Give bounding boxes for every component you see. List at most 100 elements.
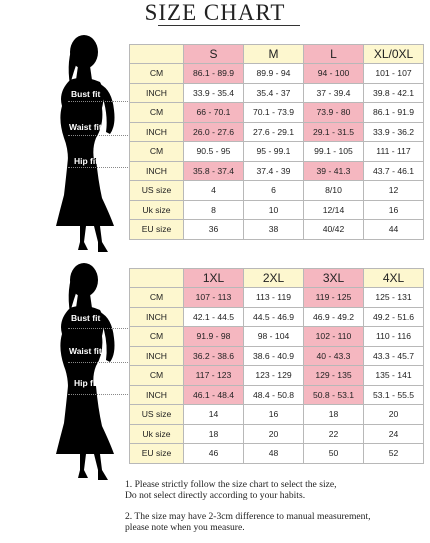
table-cell: 46.9 - 49.2 xyxy=(303,306,364,327)
table-cell: 40 - 43.3 xyxy=(303,345,364,366)
bust-fit-label: Bust fit xyxy=(71,89,101,99)
corner-cell xyxy=(129,44,184,64)
row-label: Uk size xyxy=(129,423,184,444)
hip-fit-label: Hip fit xyxy=(74,156,99,166)
size-header-row: 1XL 2XL 3XL 4XL xyxy=(129,268,424,288)
corner-cell xyxy=(129,268,184,288)
table-cell: 135 - 141 xyxy=(363,365,424,386)
table-cell: 16 xyxy=(363,199,424,220)
note-1: 1. Please strictly follow the size chart… xyxy=(125,479,337,501)
row-label: US size xyxy=(129,180,184,201)
waist-guide-line xyxy=(68,135,128,136)
table-row: Uk size 18 20 22 24 xyxy=(129,423,424,444)
table-row: CM 66 - 70.1 70.1 - 73.9 73.9 - 80 86.1 … xyxy=(129,102,424,123)
page-title: SIZE CHART xyxy=(144,0,286,25)
table-cell: 110 - 116 xyxy=(363,326,424,347)
table-cell: 29.1 - 31.5 xyxy=(303,121,364,142)
table-row: INCH 46.1 - 48.4 48.4 - 50.8 50.8 - 53.1… xyxy=(129,384,424,405)
size-header: 4XL xyxy=(363,268,424,288)
table-row: US size 14 16 18 20 xyxy=(129,404,424,425)
table-cell: 53.1 - 55.5 xyxy=(363,384,424,405)
table-cell: 107 - 113 xyxy=(183,287,244,308)
woman-silhouette-icon xyxy=(56,263,115,480)
table-cell: 48 xyxy=(243,443,304,464)
table-cell: 99.1 - 105 xyxy=(303,141,364,162)
table-cell: 48.4 - 50.8 xyxy=(243,384,304,405)
table-cell: 6 xyxy=(243,180,304,201)
table-cell: 49.2 - 51.6 xyxy=(363,306,424,327)
notes: 1. Please strictly follow the size chart… xyxy=(125,479,425,543)
table-cell: 113 - 119 xyxy=(243,287,304,308)
table-cell: 12/14 xyxy=(303,199,364,220)
table-cell: 35.8 - 37.4 xyxy=(183,160,244,181)
table-cell: 46.1 - 48.4 xyxy=(183,384,244,405)
table-cell: 44 xyxy=(363,219,424,240)
table-cell: 8/10 xyxy=(303,180,364,201)
table-cell: 86.1 - 91.9 xyxy=(363,102,424,123)
hip-fit-label: Hip fit xyxy=(74,378,99,388)
title-underline xyxy=(158,25,300,26)
table-cell: 125 - 131 xyxy=(363,287,424,308)
row-label: CM xyxy=(129,365,184,386)
table-cell: 40/42 xyxy=(303,219,364,240)
table-cell: 95 - 99.1 xyxy=(243,141,304,162)
row-label: INCH xyxy=(129,306,184,327)
row-label: CM xyxy=(129,141,184,162)
hip-guide-line xyxy=(68,394,128,395)
table-cell: 27.6 - 29.1 xyxy=(243,121,304,142)
table-cell: 14 xyxy=(183,404,244,425)
table-cell: 24 xyxy=(363,423,424,444)
table-cell: 8 xyxy=(183,199,244,220)
waist-fit-label: Waist fit xyxy=(69,122,102,132)
table-cell: 129 - 135 xyxy=(303,365,364,386)
row-label: CM xyxy=(129,287,184,308)
table-cell: 86.1 - 89.9 xyxy=(183,63,244,84)
table-row: INCH 26.0 - 27.6 27.6 - 29.1 29.1 - 31.5… xyxy=(129,121,424,142)
table-cell: 73.9 - 80 xyxy=(303,102,364,123)
size-header: S xyxy=(183,44,244,64)
table-cell: 94 - 100 xyxy=(303,63,364,84)
table-row: CM 86.1 - 89.9 89.9 - 94 94 - 100 101 - … xyxy=(129,63,424,84)
table-cell: 10 xyxy=(243,199,304,220)
row-label: US size xyxy=(129,404,184,425)
table-cell: 36 xyxy=(183,219,244,240)
table-row: Uk size 8 10 12/14 16 xyxy=(129,199,424,220)
row-label: CM xyxy=(129,326,184,347)
table-cell: 26.0 - 27.6 xyxy=(183,121,244,142)
table-cell: 101 - 107 xyxy=(363,63,424,84)
table-cell: 70.1 - 73.9 xyxy=(243,102,304,123)
table-cell: 38 xyxy=(243,219,304,240)
table-row: INCH 42.1 - 44.5 44.5 - 46.9 46.9 - 49.2… xyxy=(129,306,424,327)
table-cell: 91.9 - 98 xyxy=(183,326,244,347)
size-table-1: S M L XL/0XL CM 86.1 - 89.9 89.9 - 94 94… xyxy=(129,44,424,240)
size-header: XL/0XL xyxy=(363,44,424,64)
bust-guide-line xyxy=(68,328,128,329)
table-row: EU size 36 38 40/42 44 xyxy=(129,219,424,240)
table-row: CM 117 - 123 123 - 129 129 - 135 135 - 1… xyxy=(129,365,424,386)
row-label: Uk size xyxy=(129,199,184,220)
table-row: CM 91.9 - 98 98 - 104 102 - 110 110 - 11… xyxy=(129,326,424,347)
table-cell: 38.6 - 40.9 xyxy=(243,345,304,366)
table-cell: 50 xyxy=(303,443,364,464)
row-label: INCH xyxy=(129,82,184,103)
woman-silhouette-icon xyxy=(56,35,115,252)
table-cell: 66 - 70.1 xyxy=(183,102,244,123)
table-cell: 22 xyxy=(303,423,364,444)
size-header: 3XL xyxy=(303,268,364,288)
waist-guide-line xyxy=(68,362,128,363)
table-cell: 44.5 - 46.9 xyxy=(243,306,304,327)
table-cell: 50.8 - 53.1 xyxy=(303,384,364,405)
row-label: CM xyxy=(129,63,184,84)
note-2: 2. The size may have 2-3cm difference to… xyxy=(125,511,371,533)
table-row: INCH 33.9 - 35.4 35.4 - 37 37 - 39.4 39.… xyxy=(129,82,424,103)
table-row: EU size 46 48 50 52 xyxy=(129,443,424,464)
table-cell: 42.1 - 44.5 xyxy=(183,306,244,327)
table-cell: 39.8 - 42.1 xyxy=(363,82,424,103)
size-header: 1XL xyxy=(183,268,244,288)
table-cell: 33.9 - 36.2 xyxy=(363,121,424,142)
table-cell: 52 xyxy=(363,443,424,464)
table-cell: 37.4 - 39 xyxy=(243,160,304,181)
table-cell: 37 - 39.4 xyxy=(303,82,364,103)
table-cell: 12 xyxy=(363,180,424,201)
table-cell: 123 - 129 xyxy=(243,365,304,386)
